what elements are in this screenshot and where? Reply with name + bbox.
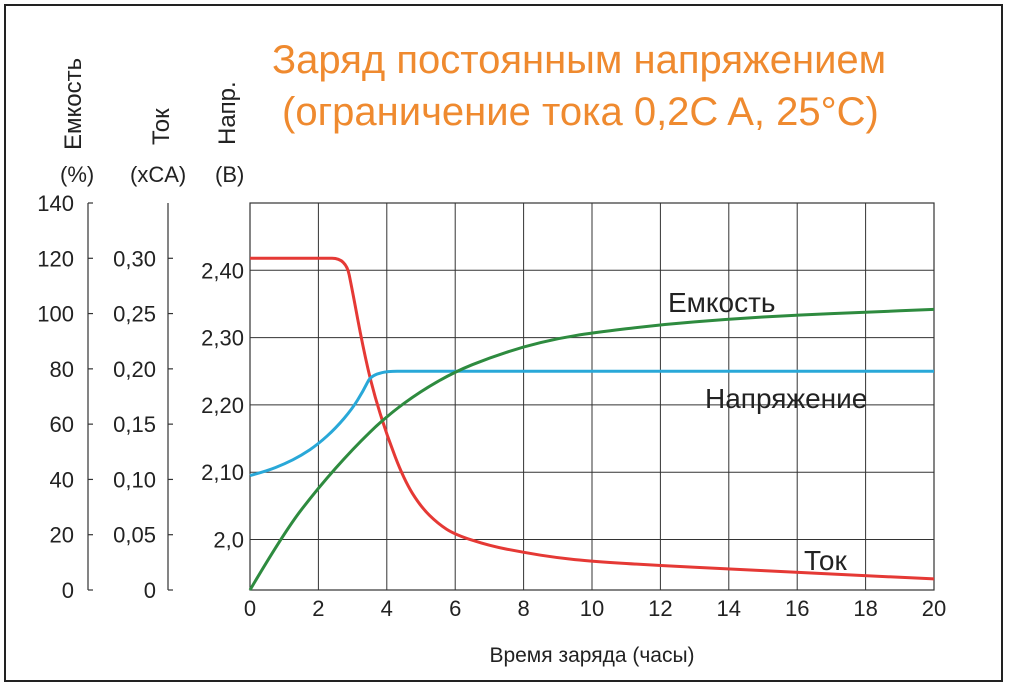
x-axis-label: Время заряда (часы) <box>489 644 694 667</box>
voltage-tick-label: 2,20 <box>201 393 244 418</box>
capacity-tick-label: 120 <box>37 246 74 271</box>
current-tick-label: 0,30 <box>113 246 156 271</box>
series-label: Ток <box>804 545 847 576</box>
chart-title-line1: Заряд постоянным напряжением <box>272 38 887 82</box>
capacity-tick-label: 80 <box>50 357 74 382</box>
x-tick-label: 8 <box>517 596 529 621</box>
grid <box>249 202 935 591</box>
voltage-tick-label: 2,40 <box>201 258 244 283</box>
current-tick-label: 0,15 <box>113 412 156 437</box>
current-axis-unit: (xCA) <box>130 162 187 187</box>
series-line-current <box>250 256 935 581</box>
x-tick-label: 4 <box>381 596 393 621</box>
x-tick-label: 0 <box>244 596 256 621</box>
chart-frame <box>4 4 1003 682</box>
current-tick-label: 0 <box>144 578 156 603</box>
x-tick-label: 20 <box>922 596 946 621</box>
x-tick-label: 12 <box>648 596 672 621</box>
chart-title-line2: (ограничение тока 0,2C A, 25°C) <box>282 90 879 134</box>
x-tick-label: 14 <box>717 596 741 621</box>
x-tick-label: 18 <box>853 596 877 621</box>
x-tick-label: 2 <box>312 596 324 621</box>
x-tick-label: 6 <box>449 596 461 621</box>
voltage-tick-label: 2,0 <box>213 528 244 553</box>
capacity-tick-label: 60 <box>50 412 74 437</box>
voltage-axis-unit: (В) <box>215 162 245 187</box>
current-tick-label: 0,25 <box>113 302 156 327</box>
series-label: Емкость <box>668 287 775 318</box>
voltage-tick-label: 2,30 <box>201 326 244 351</box>
capacity-tick-label: 140 <box>37 191 74 216</box>
x-tick-label: 10 <box>580 596 604 621</box>
capacity-tick-label: 40 <box>50 467 74 492</box>
series-group <box>248 256 935 591</box>
series-label: Напряжение <box>705 383 867 414</box>
capacity-axis-unit: (%) <box>60 162 95 187</box>
series-line-voltage <box>249 369 934 478</box>
current-tick-label: 0,10 <box>113 467 156 492</box>
current-tick-label: 0,05 <box>113 523 156 548</box>
capacity-tick-label: 100 <box>37 302 74 327</box>
series-line-capacity <box>248 307 935 591</box>
x-tick-label: 16 <box>785 596 809 621</box>
capacity-tick-label: 20 <box>50 523 74 548</box>
current-tick-label: 0,20 <box>113 357 156 382</box>
capacity-tick-label: 0 <box>62 578 74 603</box>
axes: 0 2 4 6 8 10 12 14 16 18 20 2,0 2,10 2,20 2,30 2,40 0 20 4… <box>37 191 946 621</box>
labels-group: Емкость Напряжение Ток Время заряда (часы) <box>489 287 867 667</box>
voltage-tick-label: 2,10 <box>201 460 244 485</box>
